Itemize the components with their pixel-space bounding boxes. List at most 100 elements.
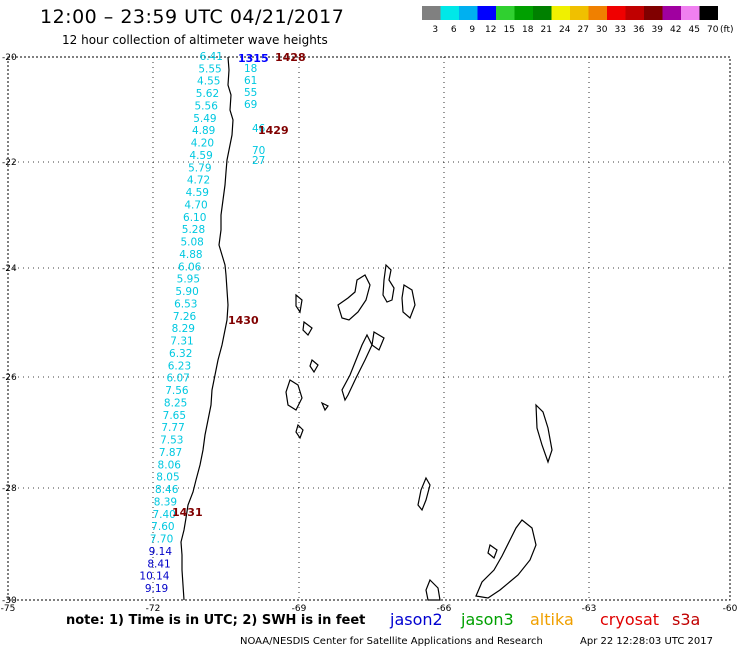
- wave-height-label: 6.10: [183, 212, 206, 224]
- colorbar-label: 45: [689, 25, 700, 35]
- lon-label: -60: [723, 604, 738, 614]
- colorbar-label: 30: [596, 25, 608, 35]
- mission-legend-s3a: s3a: [672, 610, 701, 629]
- island-15: [487, 543, 498, 560]
- island-1: [382, 263, 395, 303]
- colorbar-label: 3: [432, 25, 438, 35]
- wave-height-label: 6.53: [174, 298, 197, 310]
- wave-height-label: 8.29: [172, 323, 195, 335]
- wave-height-label: 9.14: [149, 546, 173, 558]
- colorbar-swatch: [607, 6, 626, 20]
- axis-labels: -20 -22 -24 -26 -28 -30-75 -72 -69 -66 -63 -60: [1, 53, 738, 614]
- wave-height-labels: 6.415.554.555.625.565.494.894.204.595.79…: [139, 51, 223, 595]
- island-14: [475, 519, 537, 599]
- wave-height-label: 4.55: [197, 76, 220, 88]
- colorbar-label: 18: [522, 25, 534, 35]
- mission-legend-cryosat: cryosat: [600, 610, 660, 629]
- colorbar-label: 36: [633, 25, 645, 35]
- wave-height-label: 5.56: [195, 100, 219, 112]
- wave-height-label: 4.72: [187, 175, 210, 187]
- wave-height-label: 7.26: [173, 311, 197, 323]
- lon-label: -75: [1, 604, 16, 614]
- island-9: [285, 379, 303, 411]
- wave-height-label: 7.31: [170, 336, 193, 348]
- wave-height-label: 4.88: [179, 249, 202, 261]
- page-subtitle: 12 hour collection of altimeter wave hei…: [62, 33, 328, 47]
- wave-height-label: 8.06: [158, 459, 182, 471]
- wave-height-label: 6.32: [169, 348, 192, 360]
- wave-height-label: 27: [252, 155, 265, 167]
- south-america-coastline: [180, 56, 234, 601]
- wave-height-label: 18: [244, 63, 257, 75]
- wave-height-label: 7.77: [161, 422, 184, 434]
- map-border: [7, 56, 731, 601]
- colorbar-swatch: [477, 6, 496, 20]
- colorbar-label: 12: [485, 25, 496, 35]
- wave-height-label: 10.14: [139, 571, 169, 583]
- wave-height-label: 8.05: [156, 472, 179, 484]
- lat-label: -22: [2, 158, 17, 168]
- colorbar-label: 21: [541, 25, 552, 35]
- wave-height-label: 7.65: [163, 410, 186, 422]
- wave-height-label: 5.79: [188, 162, 211, 174]
- wave-height-label: 4.89: [192, 125, 215, 137]
- lon-label: -66: [437, 604, 452, 614]
- mission-legend-altika: altika: [530, 610, 574, 629]
- wave-height-label: 5.49: [193, 113, 216, 125]
- wave-height-label: 70: [252, 145, 265, 157]
- island-4: [295, 293, 303, 314]
- colorbar-label: 6: [451, 25, 457, 35]
- colorbar-swatch: [422, 6, 441, 20]
- island-7: [341, 333, 373, 402]
- wave-height-label: 7.87: [159, 447, 182, 459]
- wave-height-label: 5.55: [198, 63, 221, 75]
- colorbar-label: 15: [504, 25, 515, 35]
- wave-height-label: 5.90: [175, 286, 198, 298]
- track-time-label: 1315: [238, 52, 269, 65]
- grid-lines: [8, 57, 730, 600]
- track-time-label: 1430: [228, 314, 259, 327]
- island-2: [337, 274, 371, 321]
- lat-label: -26: [2, 373, 17, 383]
- island-13: [417, 476, 431, 512]
- wave-height-label: 8.39: [154, 496, 177, 508]
- coastline: [180, 56, 553, 601]
- colorbar-swatch: [496, 6, 515, 20]
- lon-label: -69: [292, 604, 307, 614]
- mission-legend-jason3: jason3: [461, 610, 514, 629]
- credit-text: NOAA/NESDIS Center for Satellite Applica…: [240, 636, 543, 647]
- lon-label: -72: [146, 604, 161, 614]
- colorbar-label: 42: [670, 25, 681, 35]
- colorbar-unit: (ft): [720, 25, 734, 35]
- wave-height-label: 5.95: [177, 274, 200, 286]
- wave-height-label: 7.70: [150, 534, 173, 546]
- colorbar-label: 24: [559, 25, 571, 35]
- colorbar-swatch: [533, 6, 552, 20]
- colorbar-swatch: [551, 6, 570, 20]
- wave-height-label: 7.40: [152, 509, 175, 521]
- wave-height-label: 61: [244, 75, 257, 87]
- lon-label: -63: [582, 604, 597, 614]
- colorbar-swatch: [514, 6, 533, 20]
- mission-legend-jason2: jason2: [390, 610, 443, 629]
- colorbar-label: 33: [615, 25, 626, 35]
- wave-height-label: 5.28: [182, 224, 205, 236]
- colorbar-swatch: [459, 6, 478, 20]
- track-time-label: 1428: [275, 51, 306, 64]
- wave-height-label: 46: [252, 123, 266, 135]
- wave-height-label: 4.20: [191, 138, 214, 150]
- lat-label: -24: [2, 264, 17, 274]
- colorbar-swatch: [644, 6, 663, 20]
- colorbar-label: 9: [469, 25, 475, 35]
- wave-height-label: 6.06: [178, 261, 202, 273]
- island-3: [401, 284, 416, 320]
- track-time-label: 1431: [172, 506, 203, 519]
- wave-height-label: 6.07: [166, 373, 189, 385]
- wave-height-label: 5.62: [196, 88, 219, 100]
- note-text: note: 1) Time is in UTC; 2) SWH is in fe…: [66, 613, 366, 628]
- wave-height-label: 69: [244, 99, 257, 111]
- colorbar-swatch: [681, 6, 700, 20]
- wave-height-label: 4.70: [184, 199, 207, 211]
